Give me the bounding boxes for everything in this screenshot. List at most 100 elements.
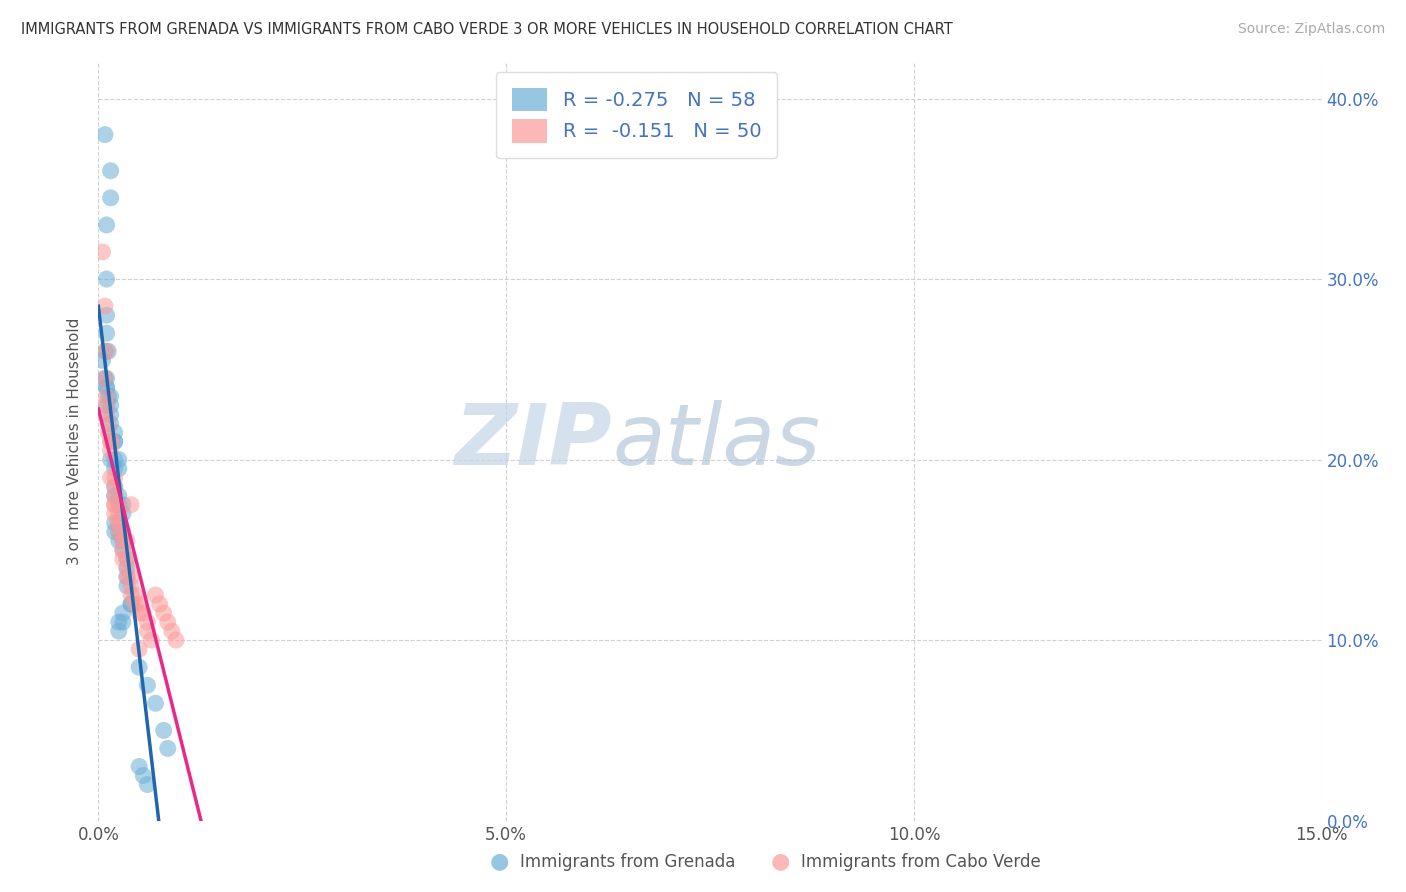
Point xyxy=(120,597,142,611)
Point xyxy=(128,597,150,611)
Point xyxy=(111,524,134,539)
Legend: R = -0.275   N = 58, R =  -0.151   N = 50: R = -0.275 N = 58, R = -0.151 N = 50 xyxy=(496,72,776,159)
Point xyxy=(94,128,117,142)
Point xyxy=(104,425,127,440)
Point xyxy=(108,533,131,548)
Point xyxy=(120,579,142,593)
Point xyxy=(104,452,127,467)
Point xyxy=(156,741,179,756)
Text: Immigrants from Cabo Verde: Immigrants from Cabo Verde xyxy=(801,854,1042,871)
Point xyxy=(132,768,155,782)
Point xyxy=(100,191,122,205)
Point xyxy=(100,452,122,467)
Point xyxy=(104,524,127,539)
Point xyxy=(108,507,131,521)
Point xyxy=(108,452,131,467)
Point xyxy=(96,408,118,422)
Point xyxy=(91,353,114,368)
Text: IMMIGRANTS FROM GRENADA VS IMMIGRANTS FROM CABO VERDE 3 OR MORE VEHICLES IN HOUS: IMMIGRANTS FROM GRENADA VS IMMIGRANTS FR… xyxy=(21,22,953,37)
Point xyxy=(96,389,118,403)
Point xyxy=(120,597,142,611)
Point xyxy=(96,399,118,413)
Point xyxy=(145,588,167,602)
Point xyxy=(120,498,142,512)
Point xyxy=(132,606,155,620)
Point xyxy=(136,678,159,692)
Point xyxy=(128,660,150,674)
Point xyxy=(104,470,127,484)
Point xyxy=(165,633,187,648)
Point xyxy=(97,344,120,359)
Point xyxy=(120,588,142,602)
Point xyxy=(128,642,150,657)
Point xyxy=(108,615,131,629)
Point xyxy=(145,696,167,710)
Point xyxy=(100,408,122,422)
Point xyxy=(96,380,118,394)
Point xyxy=(115,552,138,566)
Point xyxy=(111,498,134,512)
Point xyxy=(156,615,179,629)
Point xyxy=(100,434,122,449)
Point xyxy=(97,425,120,440)
Point xyxy=(96,272,118,286)
Text: atlas: atlas xyxy=(612,400,820,483)
Point xyxy=(104,480,127,494)
Point xyxy=(100,470,122,484)
Point xyxy=(128,606,150,620)
Point xyxy=(104,498,127,512)
Point xyxy=(115,570,138,584)
Point xyxy=(104,434,127,449)
Point xyxy=(96,308,118,322)
Point xyxy=(104,489,127,503)
Point xyxy=(104,480,127,494)
Text: Immigrants from Grenada: Immigrants from Grenada xyxy=(520,854,735,871)
Point xyxy=(104,516,127,530)
Point xyxy=(124,597,146,611)
Point xyxy=(108,516,131,530)
Point xyxy=(94,299,117,313)
Point xyxy=(128,759,150,773)
Y-axis label: 3 or more Vehicles in Household: 3 or more Vehicles in Household xyxy=(67,318,83,566)
Point xyxy=(97,389,120,403)
Point xyxy=(115,552,138,566)
Point xyxy=(111,533,134,548)
Point xyxy=(120,570,142,584)
Point xyxy=(141,633,163,648)
Text: ●: ● xyxy=(489,852,509,871)
Point xyxy=(152,723,174,738)
Text: Source: ZipAtlas.com: Source: ZipAtlas.com xyxy=(1237,22,1385,37)
Point xyxy=(100,434,122,449)
Point xyxy=(111,507,134,521)
Point xyxy=(108,524,131,539)
Point xyxy=(94,344,117,359)
Point xyxy=(91,244,114,259)
Point xyxy=(100,389,122,403)
Point xyxy=(108,516,131,530)
Point xyxy=(115,579,138,593)
Text: ●: ● xyxy=(770,852,790,871)
Point xyxy=(104,489,127,503)
Point xyxy=(160,624,183,639)
Point xyxy=(96,344,118,359)
Point xyxy=(111,606,134,620)
Point xyxy=(136,624,159,639)
Point xyxy=(111,533,134,548)
Point xyxy=(115,561,138,575)
Point xyxy=(104,434,127,449)
Point xyxy=(100,399,122,413)
Point xyxy=(104,507,127,521)
Text: ZIP: ZIP xyxy=(454,400,612,483)
Point xyxy=(108,498,131,512)
Point xyxy=(100,417,122,431)
Point xyxy=(115,533,138,548)
Point xyxy=(96,380,118,394)
Point xyxy=(96,326,118,341)
Point xyxy=(111,552,134,566)
Point xyxy=(115,570,138,584)
Point xyxy=(124,588,146,602)
Point xyxy=(97,417,120,431)
Point xyxy=(149,597,172,611)
Point xyxy=(136,778,159,792)
Point xyxy=(94,371,117,385)
